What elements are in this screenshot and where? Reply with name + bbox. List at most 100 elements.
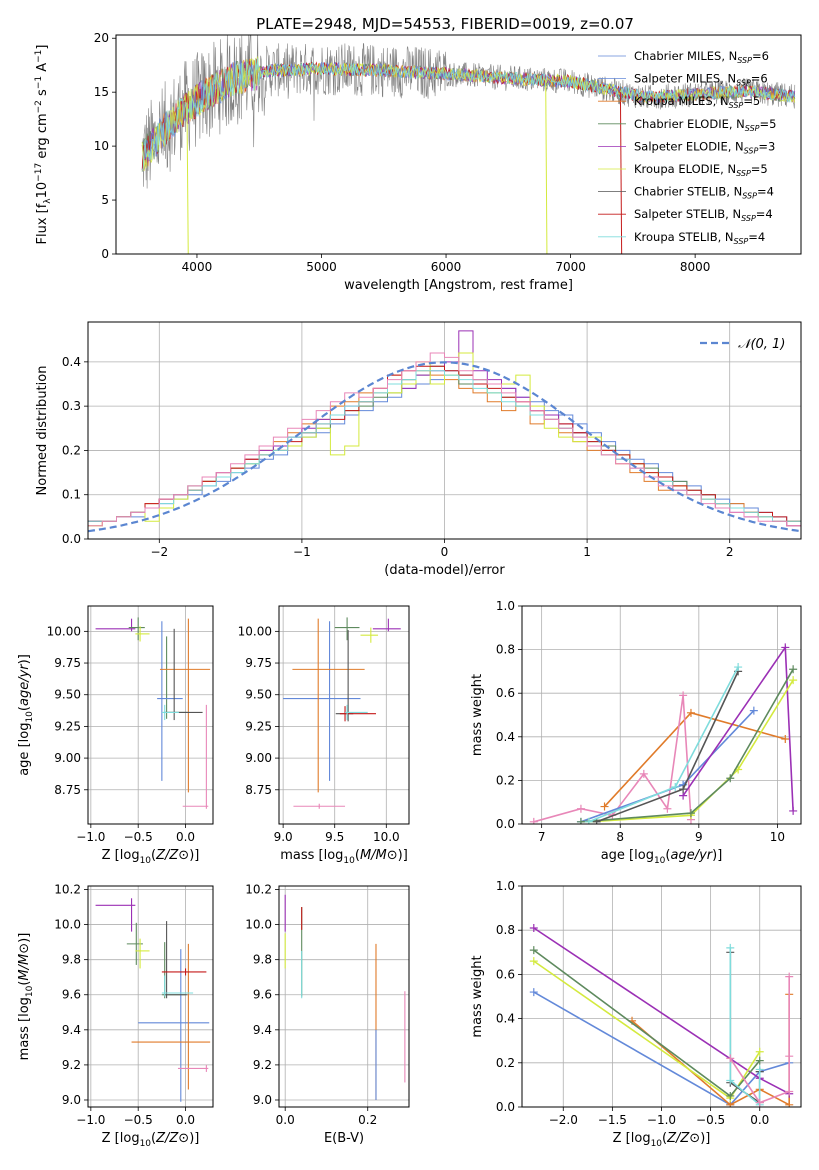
series-point xyxy=(584,817,593,824)
weight_vs_age-xtick-label: 7 xyxy=(538,830,546,844)
figure-title: PLATE=2948, MJD=54553, FIBERID=0019, z=0… xyxy=(256,15,634,33)
series-point xyxy=(726,1076,735,1085)
mass_vs_ebv-ytick-label: 9.0 xyxy=(253,1093,272,1107)
weight_vs_z-plot-area xyxy=(529,923,794,1107)
mass_vs_z-xtick-label: −0.5 xyxy=(124,1113,153,1127)
series-point xyxy=(755,1056,764,1065)
series-point xyxy=(734,663,743,672)
age_vs_z-ytick-label: 10.00 xyxy=(47,624,81,638)
age_vs_z-ytick-label: 9.50 xyxy=(54,688,81,702)
residuals-ytick-label: 0.3 xyxy=(62,399,81,413)
series-point xyxy=(755,1098,764,1107)
mass_vs_ebv-ytick-label: 9.2 xyxy=(253,1058,272,1072)
legend-label: Salpeter ELODIE, NSSP=3 xyxy=(634,139,775,155)
weight_vs_age-ytick-label: 0.8 xyxy=(496,643,515,657)
weight_vs_age-ytick-label: 0.4 xyxy=(496,730,515,744)
age_vs_z-xtick-label: −1.0 xyxy=(76,830,105,844)
spectrum-dropout xyxy=(186,106,189,254)
weight_vs_z-xtick-label: −1.5 xyxy=(598,1113,627,1127)
age_vs_z-ytick-label: 9.75 xyxy=(54,656,81,670)
age_vs_mass-ytick-label: 8.75 xyxy=(245,783,272,797)
weight_vs_age-xtick-label: 10 xyxy=(770,830,785,844)
age_vs_z-xtick-label: 0.0 xyxy=(176,830,195,844)
chart-residuals: −2 −1 0 1 2 0.0 0.1 0.2 0.3 0.4 (data-model)/error… xyxy=(35,321,802,578)
mass_vs_ebv-ytick-label: 10.0 xyxy=(245,918,272,932)
series-line-kroupa_elodie xyxy=(588,679,794,823)
mass_vs_z-ytick-label: 10.0 xyxy=(54,918,81,932)
age_vs_mass-grid xyxy=(279,606,409,824)
chart-mass_vs_ebv: 0.0 0.2 9.0 9.2 9.4 9.6 9.8 10.0 10.2 E(B-V) xyxy=(245,883,410,1146)
chart-weight_vs_z: −2.0 −1.5 −1.0 −0.5 0.0 0.0 0.2 0.4 0.6 0.8 1.0 Z [… xyxy=(470,879,802,1149)
series-point xyxy=(639,769,648,778)
residuals-xtick-label: −1 xyxy=(293,545,311,559)
chart-mass_vs_z: −1.0 −0.5 0.0 9.0 9.2 9.4 9.6 9.8 10.0 10.2 Z [log… xyxy=(17,883,214,1149)
residuals-ytick-label: 0.1 xyxy=(62,488,81,502)
weight_vs_z-ytick-label: 0.8 xyxy=(496,923,515,937)
residuals-xtick-label: −2 xyxy=(150,545,168,559)
series-point xyxy=(749,706,758,715)
age_vs_mass-plot-area xyxy=(283,617,401,809)
series-point xyxy=(576,804,585,813)
spectrum-ytick-label: 20 xyxy=(94,31,109,45)
mass_vs_z-ytick-label: 9.6 xyxy=(62,988,81,1002)
weight_vs_z-ytick-label: 0.4 xyxy=(496,1012,515,1026)
chart-weight_vs_age: 7 8 9 10 0.0 0.2 0.4 0.6 0.8 1.0 age [log10(age/yr… xyxy=(470,599,802,866)
spectrum-xlabel: wavelength [Angstrom, rest frame] xyxy=(344,278,573,293)
weight_vs_z-ytick-label: 0.6 xyxy=(496,967,515,981)
weight_vs_z-ytick-label: 1.0 xyxy=(496,879,515,893)
series-point xyxy=(576,817,585,824)
legend-label: Chabrier STELIB, NSSP=4 xyxy=(634,185,774,201)
series-point xyxy=(789,665,798,674)
series-point xyxy=(785,1087,794,1096)
age_vs_mass-xtick-label: 10.0 xyxy=(373,830,400,844)
age_vs_mass-xlabel: mass [log10(M/M⊙)] xyxy=(280,848,408,866)
age_vs_z-ylabel: age [log10(age/yr)] xyxy=(17,654,35,776)
weight_vs_z-ylabel: mass weight xyxy=(470,955,485,1037)
series-point xyxy=(781,734,790,743)
mass_vs_ebv-ytick-label: 9.4 xyxy=(253,1023,272,1037)
normal-curve xyxy=(88,361,801,533)
mass_vs_ebv-frame xyxy=(278,885,410,1108)
series-point xyxy=(726,1091,735,1100)
series-point xyxy=(789,676,798,685)
age_vs_mass-xtick-label: 9.5 xyxy=(325,830,344,844)
weight_vs_age-xlabel: age [log10(age/yr)] xyxy=(601,848,723,866)
age_vs_mass-ytick-label: 9.00 xyxy=(245,751,272,765)
spectrum-ytick-label: 5 xyxy=(101,193,109,207)
series-point xyxy=(755,1065,764,1074)
mass_vs_z-xtick-label: 0.0 xyxy=(176,1113,195,1127)
residuals-plot-area xyxy=(88,330,801,533)
legend-label: 𝒩(0, 1) xyxy=(738,337,785,352)
mass_vs_ebv-ytick-label: 9.6 xyxy=(253,988,272,1002)
age_vs_z-plot-area xyxy=(95,617,211,809)
series-point xyxy=(726,1054,735,1063)
mass_vs_z-plot-area xyxy=(95,898,211,1102)
age_vs_z-xlabel: Z [log10(Z/Z⊙)] xyxy=(102,848,200,866)
residuals-xlabel: (data-model)/error xyxy=(384,563,505,578)
weight_vs_age-plot-area xyxy=(529,643,798,824)
chart-spectrum: 4000 5000 6000 7000 8000 0 5 10 15 20 wavelength [… xyxy=(34,31,802,293)
spectrum-xtick-label: 6000 xyxy=(431,260,462,274)
spectrum-ytick-label: 0 xyxy=(101,247,109,261)
mass_vs_ebv-ytick-label: 9.8 xyxy=(253,953,272,967)
residuals-ytick-label: 0.2 xyxy=(62,443,81,457)
series-line-kroupa_stelib xyxy=(729,947,761,1107)
spectrum-model-kroupa_stelib xyxy=(141,58,795,171)
age_vs_mass-ytick-label: 9.25 xyxy=(245,719,272,733)
series-line-chabrier_elodie xyxy=(580,668,794,823)
age_vs_mass-frame xyxy=(278,605,410,825)
series-point xyxy=(789,806,798,815)
weight_vs_age-ytick-label: 0.2 xyxy=(496,773,515,787)
weight_vs_age-xtick-label: 8 xyxy=(616,830,624,844)
legend-label: Salpeter STELIB, NSSP=4 xyxy=(634,207,773,223)
series-point xyxy=(781,643,790,652)
spectrum-ylabel: Flux [fλ10−17 erg cm−2 s−1 A−1] xyxy=(34,45,53,245)
series-point xyxy=(686,708,695,717)
age_vs_z-xtick-label: −0.5 xyxy=(124,830,153,844)
weight_vs_age-ylabel: mass weight xyxy=(470,674,485,756)
mass_vs_ebv-plot-area xyxy=(284,894,406,1100)
series-point xyxy=(529,817,538,824)
series-point xyxy=(686,809,695,818)
series-point xyxy=(785,972,794,981)
spectrum-xtick-label: 4000 xyxy=(182,260,213,274)
